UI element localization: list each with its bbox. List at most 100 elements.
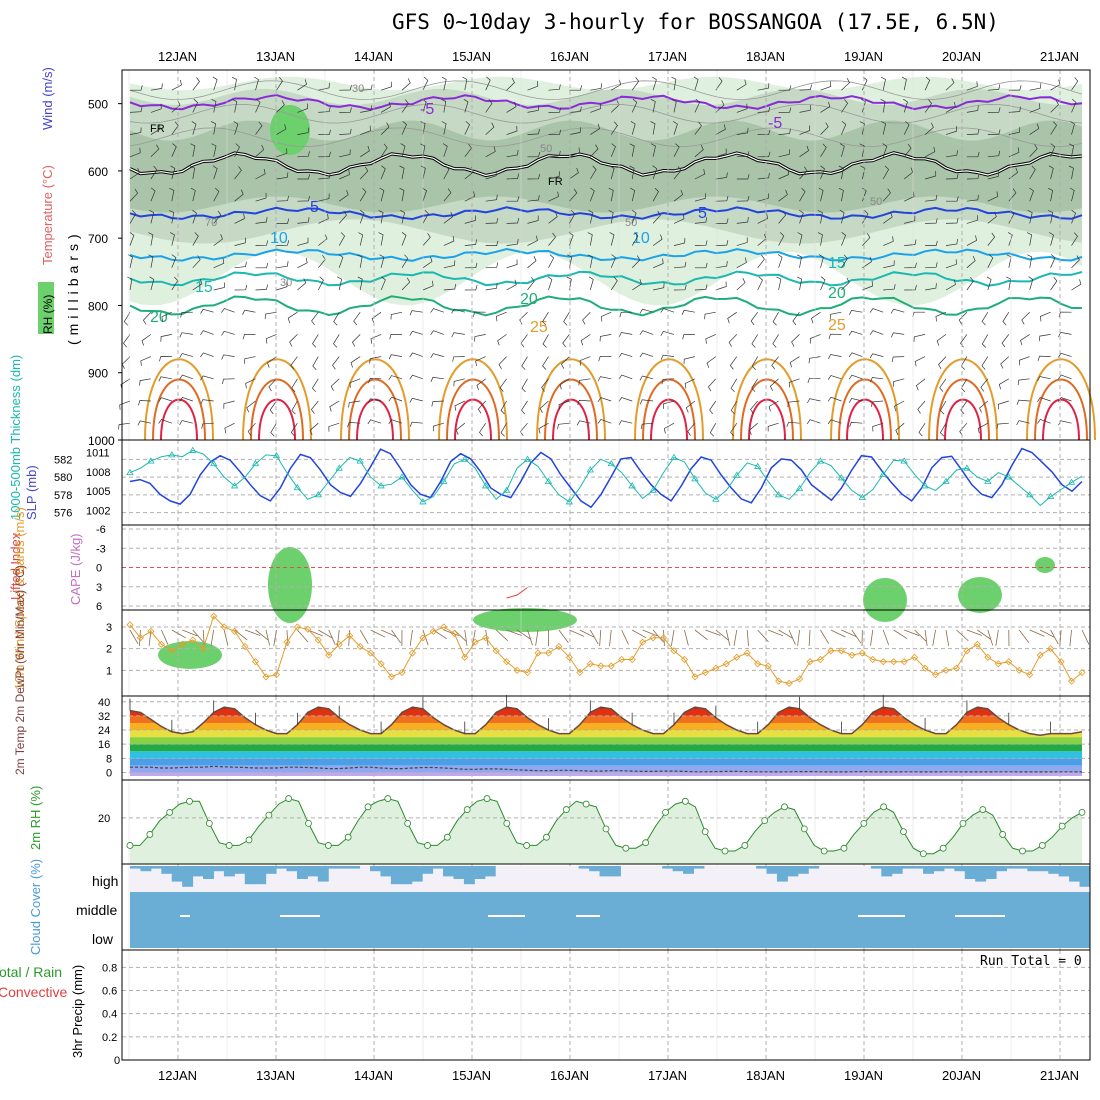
wind-barb — [224, 422, 235, 434]
wind-barb — [213, 234, 223, 246]
wind-barb — [506, 259, 518, 269]
wind-barb — [1058, 397, 1072, 402]
slp-tick-1002: 1002 — [86, 506, 110, 518]
rh-point — [245, 836, 253, 844]
wind-speed-point — [827, 647, 835, 655]
surface-barb — [1018, 629, 1030, 644]
wind-barb — [548, 150, 561, 158]
thickness-point — [670, 453, 678, 460]
isotherm-label-20c: 20 — [828, 285, 846, 302]
wind-barb — [297, 103, 309, 113]
wind-barb — [297, 174, 311, 180]
wind-barb — [778, 169, 790, 180]
wind-barb — [367, 398, 382, 404]
wind-barb — [736, 79, 747, 91]
wind-barb — [736, 174, 750, 180]
rh-contour-0 — [129, 80, 1083, 100]
wind-barb — [882, 212, 893, 224]
wind-barb — [357, 254, 363, 268]
wind-barb — [925, 194, 938, 202]
thickness-point — [293, 483, 302, 491]
wind-barb — [904, 191, 915, 202]
wind-barb — [569, 188, 578, 202]
wind-barb — [464, 191, 475, 202]
wind-barb — [925, 171, 937, 180]
wind-speed-point — [262, 673, 270, 681]
wind-barb — [791, 334, 800, 347]
cloud-high-bar — [370, 866, 381, 872]
wind-barb — [1008, 85, 1022, 91]
wind-barb — [862, 233, 871, 246]
wind-barb — [894, 400, 905, 412]
wind-speed-point — [722, 660, 730, 668]
wind-speed-point — [189, 636, 197, 644]
wind-barb — [757, 106, 771, 113]
cloud-high-bar — [161, 866, 173, 874]
wind-barb — [563, 312, 570, 326]
surface-barb — [192, 629, 204, 643]
wind-barb — [130, 85, 143, 91]
wind-barb — [751, 334, 758, 348]
wind-barb — [707, 378, 717, 392]
surface-barb — [171, 629, 186, 639]
surface-barb — [265, 629, 271, 646]
surface-barb — [558, 629, 569, 644]
x-label-top-16JAN: 16JAN — [550, 49, 589, 64]
surface-barb — [956, 629, 969, 642]
wind-barb — [730, 400, 738, 415]
wind-barb — [379, 254, 385, 268]
wind-barb — [809, 334, 821, 344]
wind-barb — [169, 187, 175, 202]
wind-barb — [673, 143, 680, 157]
wind-barb — [369, 356, 382, 364]
wind-barb — [443, 236, 455, 246]
cloud-high-bar — [411, 866, 423, 882]
wind-barb — [200, 352, 214, 358]
wind-barb — [890, 332, 905, 338]
cloud-high-bar — [1048, 866, 1060, 874]
wind-barb — [960, 400, 968, 415]
wind-barb — [650, 143, 656, 157]
temp-tick-0: 0 — [106, 767, 112, 779]
temp-label: 2m Temp 2m DewPt (6hr Min/Max) (°C) — [13, 565, 27, 775]
wind-barb — [191, 121, 197, 135]
wind-barb — [890, 308, 905, 314]
wind-speed-point — [220, 623, 228, 631]
cloud-high-bar — [223, 866, 235, 877]
wind-barb — [290, 423, 298, 437]
wind-barb — [542, 356, 549, 370]
wind-barb — [609, 165, 615, 180]
precip-tick-0: 0 — [114, 1055, 120, 1067]
wind-speed-point — [994, 660, 1002, 668]
wind-barb — [673, 237, 686, 246]
rh-label-5: 50 — [870, 196, 882, 208]
wind-barb — [610, 121, 618, 135]
wind-barb — [318, 193, 330, 202]
rh-label-1: 50 — [540, 143, 552, 155]
wind-barb — [848, 352, 863, 358]
wind-barb — [291, 400, 298, 415]
isotherm-label-20: 20 — [150, 309, 168, 326]
wind-barb — [987, 211, 997, 224]
surface-barb — [715, 629, 729, 641]
rh-point — [721, 847, 729, 855]
wind-barb — [939, 400, 947, 415]
rh-label-4: 50 — [625, 217, 637, 229]
wind-barb — [751, 378, 758, 392]
warm-contour-30-1 — [250, 378, 304, 441]
wind-barb — [1029, 123, 1040, 135]
wind-barb — [798, 209, 804, 224]
wind-barb — [161, 311, 172, 322]
cloud-level-low: low — [92, 931, 114, 947]
wind-barb — [1037, 376, 1051, 382]
wind-barb — [380, 276, 386, 291]
wind-barb — [171, 100, 181, 113]
wind-speed-point — [272, 671, 281, 679]
rh-tick-20: 20 — [98, 813, 110, 825]
surface-barb — [273, 629, 277, 646]
wind-barb — [903, 121, 910, 135]
wind-barb — [562, 334, 570, 348]
surface-barb — [599, 629, 602, 646]
surface-barb — [506, 629, 522, 636]
